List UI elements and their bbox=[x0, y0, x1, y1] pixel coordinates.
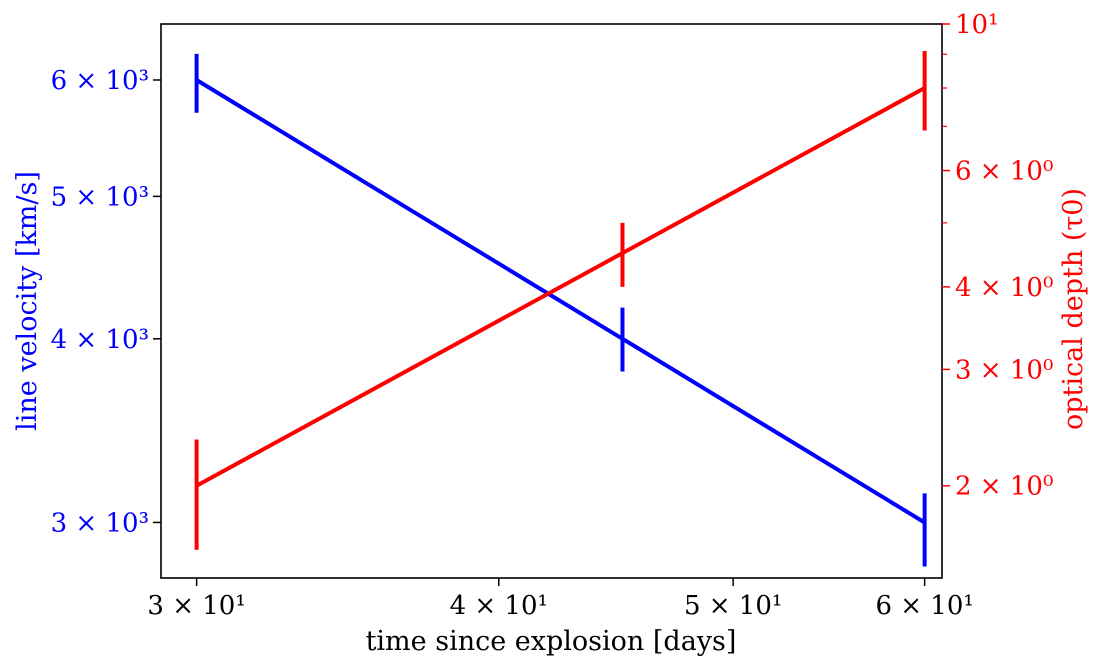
x-axis-ticks: 3 × 10¹ 4 × 10¹ 5 × 10¹ 6 × 10¹ bbox=[147, 578, 974, 621]
right-y-axis-ticks: 2 × 10⁰ 3 × 10⁰ 4 × 10⁰ 6 × 10⁰ 10¹ bbox=[942, 10, 1053, 502]
left-y-axis-label: line velocity [km/s] bbox=[12, 171, 43, 431]
x-axis-label: time since explosion [days] bbox=[366, 626, 737, 657]
right-y-axis-label: optical depth (τ0) bbox=[1058, 188, 1089, 430]
right-y-tick-label: 4 × 10⁰ bbox=[955, 273, 1053, 303]
left-y-tick-label: 6 × 10³ bbox=[51, 66, 149, 96]
series-layer bbox=[194, 51, 927, 567]
right-y-tick-label: 3 × 10⁰ bbox=[955, 355, 1053, 385]
right-y-tick-label: 10¹ bbox=[955, 10, 999, 40]
right-y-tick-label: 6 × 10⁰ bbox=[955, 157, 1053, 187]
plot-frame bbox=[160, 23, 943, 579]
left-y-tick-label: 3 × 10³ bbox=[51, 508, 149, 538]
left-y-tick-label: 4 × 10³ bbox=[51, 325, 149, 355]
x-tick-label: 6 × 10¹ bbox=[875, 591, 973, 621]
x-tick-label: 5 × 10¹ bbox=[684, 591, 782, 621]
x-tick-label: 3 × 10¹ bbox=[147, 591, 245, 621]
left-y-axis-ticks: 3 × 10³ 4 × 10³ 5 × 10³ 6 × 10³ bbox=[51, 66, 161, 538]
right-y-tick-label: 2 × 10⁰ bbox=[955, 472, 1053, 502]
left-y-tick-label: 5 × 10³ bbox=[51, 182, 149, 212]
x-tick-label: 4 × 10¹ bbox=[450, 591, 548, 621]
